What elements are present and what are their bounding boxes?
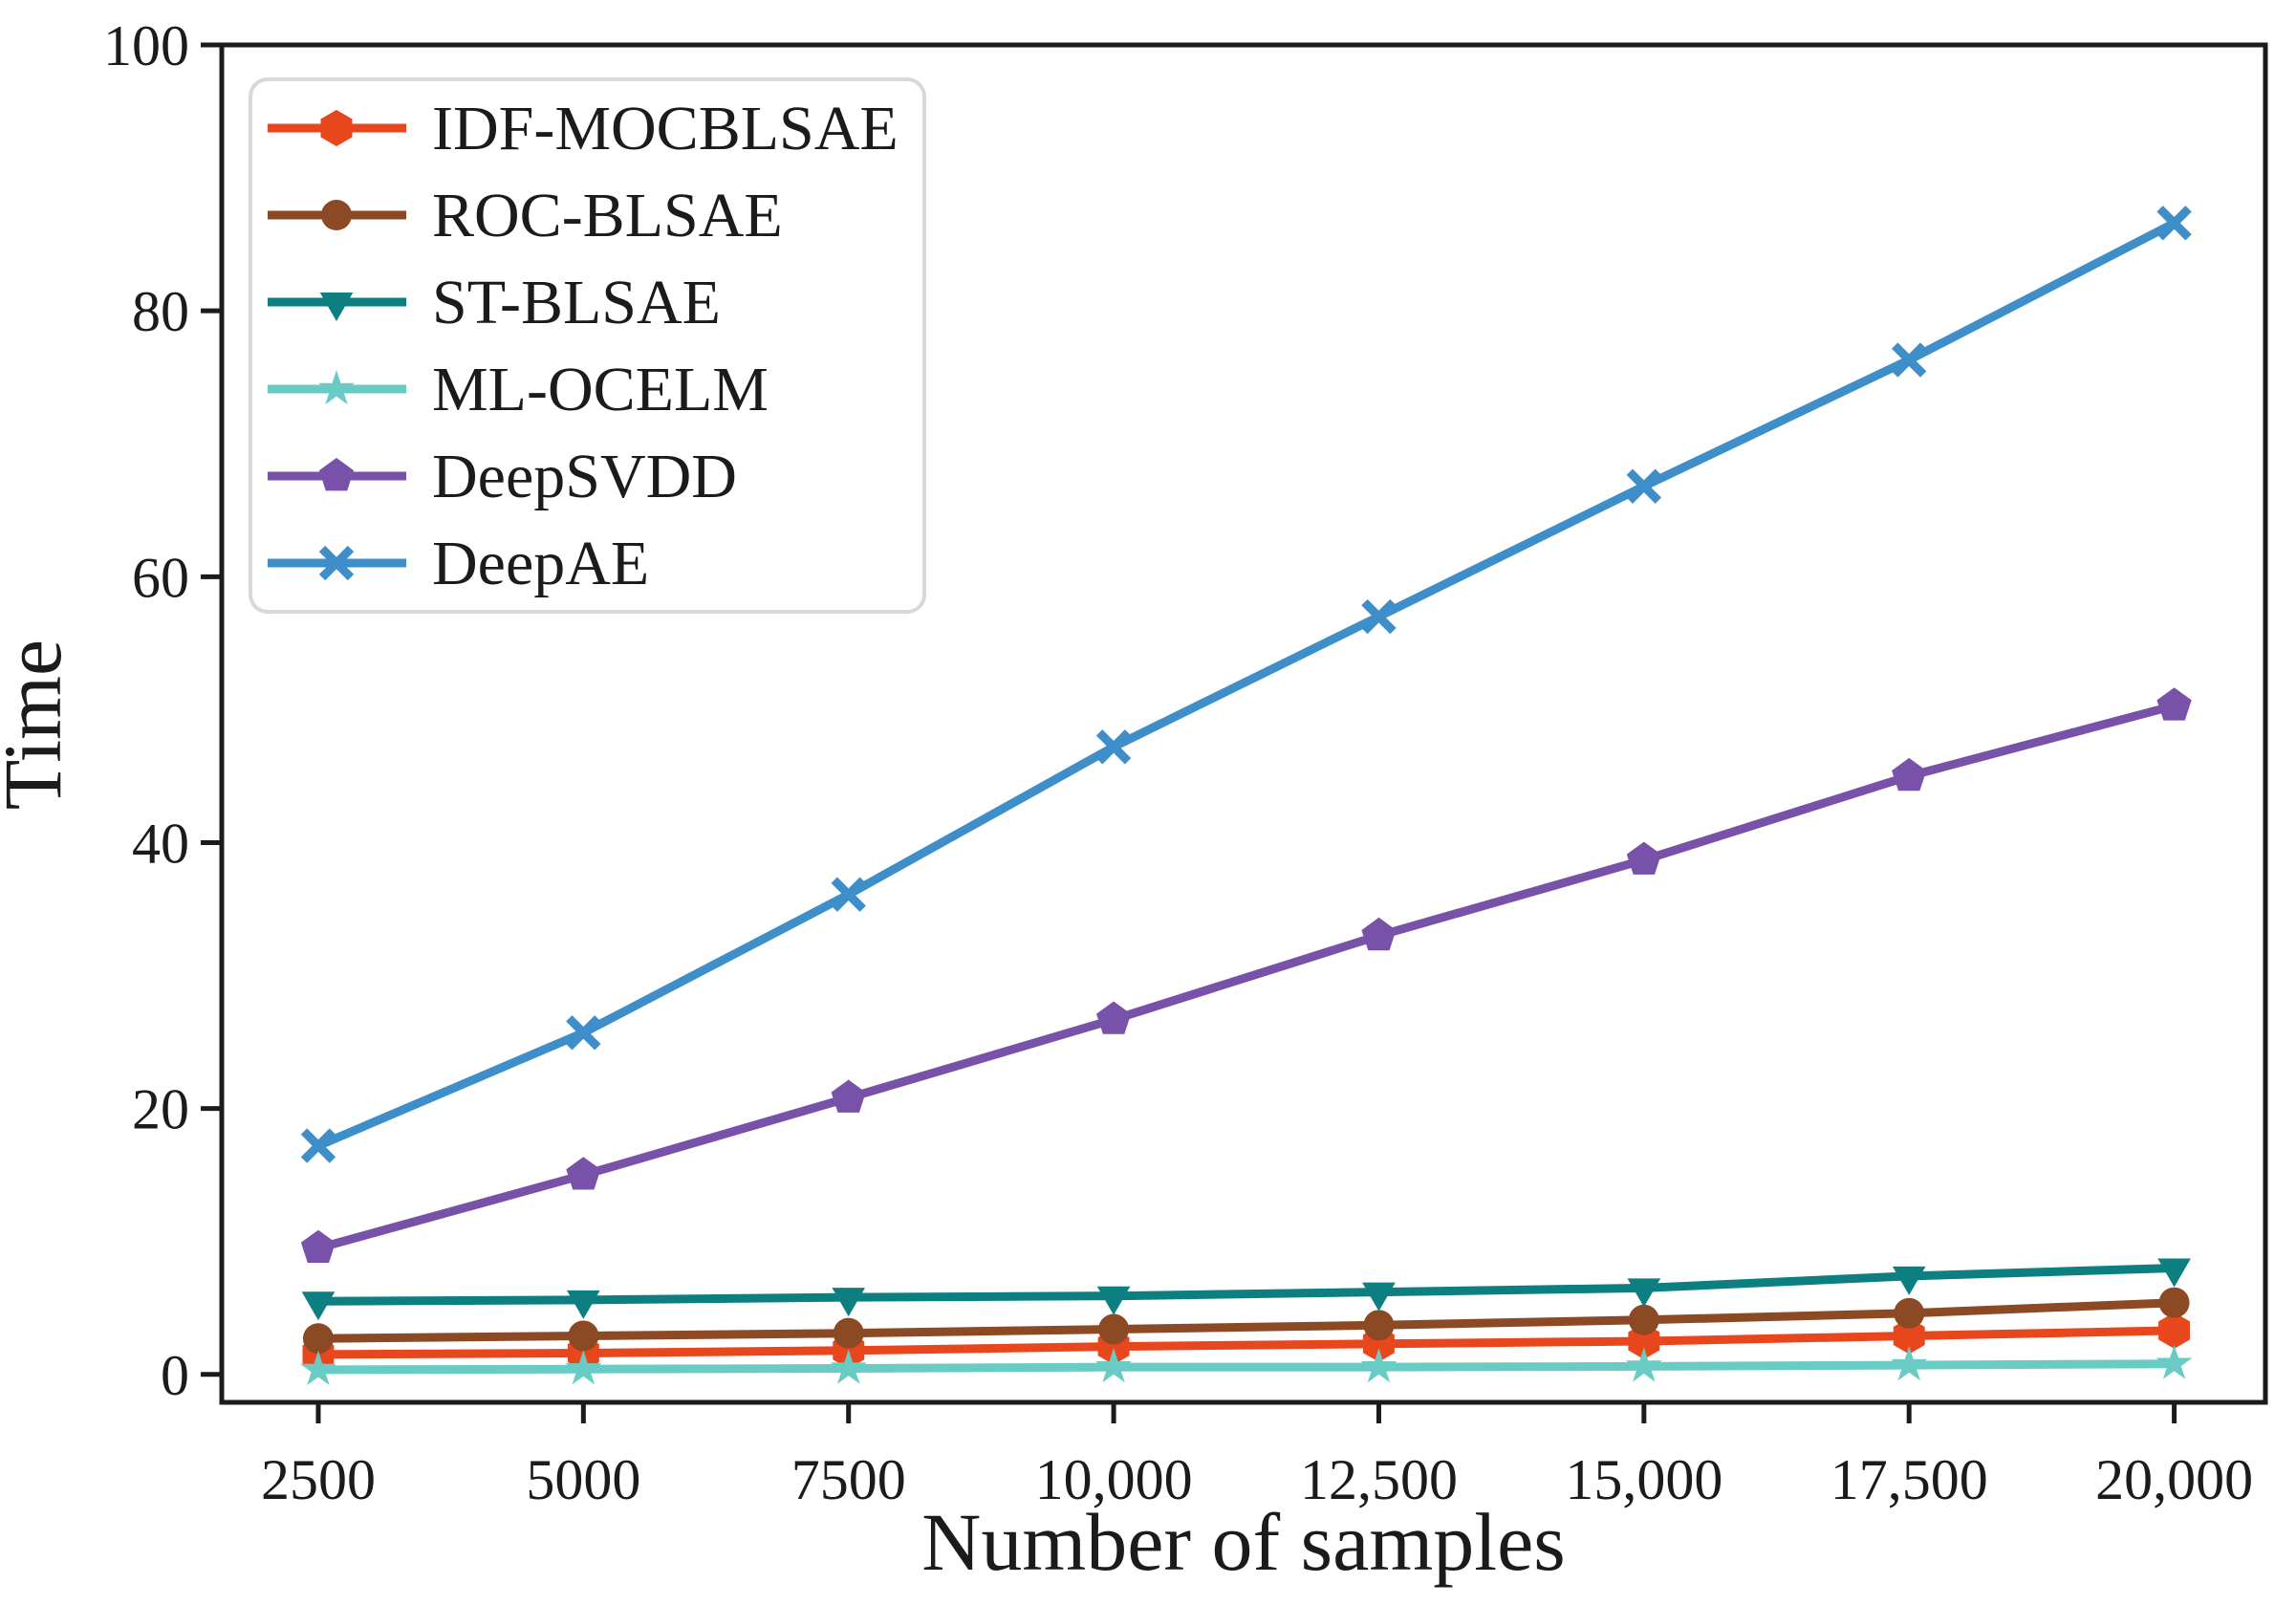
legend: IDF-MOCBLSAE ROC-BLSAE ST-BLSAE ML-OCELM Dee… bbox=[249, 77, 926, 614]
y-tick-label: 80 bbox=[132, 280, 189, 343]
y-tick-label: 100 bbox=[103, 14, 189, 77]
x-marker-icon bbox=[566, 1015, 601, 1051]
pentagon-marker-icon bbox=[1096, 1001, 1132, 1034]
line-ML-OCELM bbox=[314, 1359, 2179, 1375]
series-DeepSVDD bbox=[300, 687, 2192, 1263]
pentagon-marker-icon bbox=[566, 1157, 601, 1190]
star-marker-icon bbox=[2155, 1344, 2193, 1379]
legend-item-DeepSVDD: DeepSVDD bbox=[268, 442, 737, 511]
line-IDF-MOCBLSAE bbox=[314, 1326, 2179, 1359]
legend-item-label: DeepAE bbox=[432, 529, 649, 598]
legend-item-ST-BLSAE: ST-BLSAE bbox=[268, 268, 721, 337]
circle-marker-icon bbox=[321, 200, 352, 230]
star-marker-icon bbox=[299, 1350, 336, 1386]
legend-item-DeepAE: DeepAE bbox=[268, 529, 649, 598]
circle-marker-icon bbox=[302, 1323, 334, 1355]
x-tick-label: 10,000 bbox=[1035, 1448, 1193, 1511]
x-tick-label: 12,500 bbox=[1300, 1448, 1458, 1511]
triangle-down-marker-icon bbox=[567, 1290, 600, 1319]
line-DeepSVDD bbox=[314, 701, 2179, 1253]
triangle-down-marker-icon bbox=[2157, 1258, 2191, 1288]
star-marker-icon bbox=[1095, 1348, 1133, 1383]
line-DeepAE bbox=[314, 218, 2179, 1151]
circle-marker-icon bbox=[1628, 1304, 1659, 1335]
legend-item-label: IDF-MOCBLSAE bbox=[432, 94, 899, 163]
x-tick-label: 20,000 bbox=[2095, 1448, 2253, 1511]
star-marker-icon bbox=[1625, 1347, 1662, 1382]
x-tick-label: 15,000 bbox=[1565, 1448, 1722, 1511]
y-tick-label: 40 bbox=[132, 812, 189, 875]
y-tick-label: 60 bbox=[132, 546, 189, 609]
triangle-down-marker-icon bbox=[1892, 1266, 1926, 1295]
pentagon-marker-icon bbox=[1626, 841, 1661, 875]
star-marker-icon bbox=[565, 1350, 602, 1385]
circle-marker-icon bbox=[833, 1317, 864, 1349]
x-marker-icon bbox=[831, 877, 866, 912]
triangle-down-marker-icon bbox=[301, 1291, 336, 1321]
x-marker-icon bbox=[300, 1128, 336, 1163]
legend-item-IDF-MOCBLSAE: IDF-MOCBLSAE bbox=[268, 94, 899, 163]
legend-item-label: DeepSVDD bbox=[432, 442, 737, 511]
x-tick-label: 17,500 bbox=[1830, 1448, 1988, 1511]
x-tick-label: 5000 bbox=[526, 1448, 640, 1511]
x-tick-label: 2500 bbox=[261, 1448, 376, 1511]
pentagon-marker-icon bbox=[318, 458, 355, 491]
hexagon-marker-icon bbox=[320, 110, 353, 146]
line-ROC-BLSAE bbox=[314, 1298, 2179, 1343]
x-marker-icon bbox=[1892, 342, 1927, 378]
circle-marker-icon bbox=[1098, 1313, 1130, 1345]
pentagon-marker-icon bbox=[300, 1229, 336, 1263]
x-marker-icon bbox=[2156, 206, 2192, 241]
y-axis: 0 20 40 60 80 100 bbox=[103, 14, 222, 1407]
plot-area bbox=[219, 42, 2268, 1405]
triangle-down-marker-icon bbox=[1362, 1282, 1396, 1312]
legend-box bbox=[249, 77, 926, 614]
x-marker-icon bbox=[318, 545, 355, 581]
x-marker-icon bbox=[1361, 598, 1397, 635]
line-ST-BLSAE bbox=[314, 1264, 2179, 1306]
star-marker-icon bbox=[1360, 1348, 1397, 1383]
pentagon-marker-icon bbox=[2156, 687, 2192, 721]
pentagon-marker-icon bbox=[1361, 917, 1397, 951]
legend-item-label: ROC-BLSAE bbox=[432, 181, 783, 250]
legend-item-ROC-BLSAE: ROC-BLSAE bbox=[268, 181, 783, 250]
y-axis-label: Time bbox=[0, 640, 78, 810]
triangle-down-marker-icon bbox=[832, 1288, 865, 1317]
series-ST-BLSAE bbox=[301, 1258, 2191, 1321]
x-marker-icon bbox=[1095, 729, 1132, 765]
circle-marker-icon bbox=[568, 1320, 599, 1352]
triangle-down-marker-icon bbox=[319, 293, 354, 321]
hexagon-marker-icon bbox=[1893, 1317, 1925, 1355]
star-marker-icon bbox=[1891, 1346, 1928, 1381]
pentagon-marker-icon bbox=[831, 1079, 866, 1113]
legend-item-label: ML-OCELM bbox=[432, 355, 769, 424]
circle-marker-icon bbox=[2158, 1287, 2190, 1318]
series-ML-OCELM bbox=[299, 1344, 2193, 1386]
series-ROC-BLSAE bbox=[302, 1287, 2190, 1355]
triangle-down-marker-icon bbox=[1627, 1278, 1661, 1308]
x-axis: 2500 5000 7500 10,000 12,500 15,000 17,500 20,0… bbox=[261, 1402, 2253, 1511]
legend-item-label: ST-BLSAE bbox=[432, 268, 721, 337]
series-DeepAE bbox=[300, 206, 2192, 1163]
pentagon-marker-icon bbox=[1892, 757, 1927, 792]
x-axis-label: Number of samples bbox=[921, 1496, 1566, 1588]
x-tick-label: 7500 bbox=[791, 1448, 906, 1511]
circle-marker-icon bbox=[1363, 1310, 1395, 1341]
triangle-down-marker-icon bbox=[1096, 1286, 1131, 1315]
hexagon-marker-icon bbox=[2158, 1312, 2190, 1349]
x-marker-icon bbox=[1626, 468, 1662, 504]
circle-marker-icon bbox=[1894, 1297, 1925, 1329]
y-tick-label: 0 bbox=[161, 1344, 189, 1407]
star-marker-icon bbox=[830, 1349, 867, 1384]
legend-item-ML-OCELM: ML-OCELM bbox=[268, 355, 769, 424]
y-tick-label: 20 bbox=[132, 1078, 189, 1141]
star-marker-icon bbox=[318, 370, 355, 405]
